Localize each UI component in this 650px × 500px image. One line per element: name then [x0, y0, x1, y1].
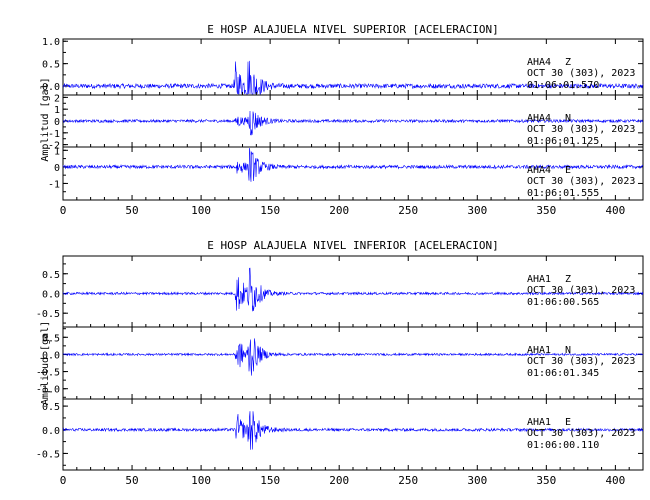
y-tick-label: 0.0	[42, 426, 60, 437]
chart-title: E HOSP ALAJUELA NIVEL INFERIOR [ACELERAC…	[207, 239, 498, 252]
y-axis-label: Amplitud [gal]	[40, 321, 51, 405]
component-label: E	[565, 165, 571, 176]
y-tick-label: 0.5	[42, 333, 60, 344]
y-tick-label: 1	[54, 146, 60, 157]
x-tick-label: 300	[467, 204, 487, 217]
component-label: N	[565, 113, 571, 124]
x-tick-label: 200	[329, 204, 349, 217]
record-date: OCT 30 (303), 2023	[527, 68, 635, 79]
y-tick-label: 1.0	[42, 37, 60, 48]
x-tick-label: 350	[536, 204, 556, 217]
x-tick-label: 150	[260, 204, 280, 217]
x-tick-label: 400	[605, 474, 625, 487]
record-time: 01:06:00.110	[527, 440, 599, 451]
y-tick-label: -0.5	[36, 449, 60, 460]
chart-title: E HOSP ALAJUELA NIVEL SUPERIOR [ACELERAC…	[207, 23, 498, 36]
y-tick-label: 0.0	[42, 350, 60, 361]
y-tick-label: 0.0	[42, 82, 60, 93]
waveform-trace	[62, 267, 644, 312]
component-label: E	[565, 417, 571, 428]
y-tick-label: -1.0	[36, 385, 60, 396]
y-tick-label: -0.5	[36, 309, 60, 320]
x-tick-label: 300	[467, 474, 487, 487]
y-tick-label: 2	[54, 93, 60, 104]
x-tick-label: 250	[398, 204, 418, 217]
x-tick-label: 50	[125, 474, 138, 487]
x-tick-label: 350	[536, 474, 556, 487]
station-code: AHA1	[527, 274, 551, 285]
station-code: AHA1	[527, 345, 551, 356]
y-tick-label: 1	[54, 105, 60, 116]
y-tick-label: -1	[48, 129, 60, 140]
y-tick-label: 0	[54, 117, 60, 128]
y-tick-label: -2	[48, 141, 60, 152]
y-tick-label: 0.5	[42, 402, 60, 413]
x-tick-label: 50	[125, 204, 138, 217]
record-date: OCT 30 (303), 2023	[527, 356, 635, 367]
waveform-trace	[62, 338, 644, 376]
y-tick-label: 0.5	[42, 60, 60, 71]
record-time: 01:06:01.125	[527, 136, 599, 147]
x-tick-label: 0	[60, 204, 67, 217]
record-time: 01:06:01.555	[527, 188, 599, 199]
station-code: AHA4	[527, 57, 551, 68]
y-tick-label: -1	[48, 179, 60, 190]
record-date: OCT 30 (303), 2023	[527, 285, 635, 296]
x-tick-label: 0	[60, 474, 67, 487]
x-tick-label: 250	[398, 474, 418, 487]
record-time: 01:06:00.565	[527, 297, 599, 308]
waveform-trace	[62, 60, 644, 95]
y-tick-label: -0.5	[36, 368, 60, 379]
component-label: Z	[565, 274, 571, 285]
record-date: OCT 30 (303), 2023	[527, 124, 635, 135]
station-code: AHA1	[527, 417, 551, 428]
record-time: 01:06:01.570	[527, 80, 599, 91]
x-tick-label: 400	[605, 204, 625, 217]
record-time: 01:06:01.345	[527, 368, 599, 379]
y-axis-label: Amplitud [gal]	[40, 77, 51, 161]
x-tick-label: 150	[260, 474, 280, 487]
x-tick-label: 100	[191, 204, 211, 217]
x-tick-label: 200	[329, 474, 349, 487]
station-code: AHA4	[527, 113, 551, 124]
component-label: Z	[565, 57, 571, 68]
record-date: OCT 30 (303), 2023	[527, 176, 635, 187]
y-tick-label: 0.0	[42, 289, 60, 300]
waveform-trace	[62, 110, 644, 136]
component-label: N	[565, 345, 571, 356]
x-tick-label: 100	[191, 474, 211, 487]
y-tick-label: 0.5	[42, 270, 60, 281]
waveform-trace	[62, 411, 644, 450]
waveform-trace	[62, 147, 644, 182]
record-date: OCT 30 (303), 2023	[527, 428, 635, 439]
station-code: AHA4	[527, 165, 551, 176]
y-tick-label: 0	[54, 163, 60, 174]
